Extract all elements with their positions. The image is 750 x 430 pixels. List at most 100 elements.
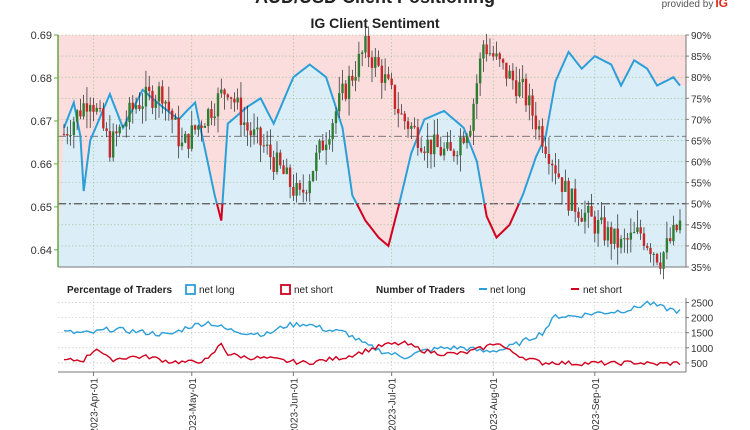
candle xyxy=(85,87,89,129)
candle xyxy=(190,110,193,152)
candle xyxy=(357,41,361,82)
candle-body xyxy=(108,131,112,158)
candle xyxy=(524,73,528,112)
candle xyxy=(141,93,144,124)
candle xyxy=(187,133,190,159)
candle xyxy=(646,243,649,251)
candle-body xyxy=(390,78,393,86)
candle-body xyxy=(249,130,252,136)
candle-body xyxy=(272,157,275,173)
candle-body xyxy=(672,224,675,242)
candle-body xyxy=(92,104,95,112)
candle-body xyxy=(485,44,488,55)
candle-body xyxy=(344,83,347,100)
candle-body xyxy=(223,89,226,95)
left-tick-label: 0.69 xyxy=(31,30,52,42)
candle-body xyxy=(128,102,131,123)
candle xyxy=(347,65,351,116)
candle xyxy=(410,122,413,139)
candle-body xyxy=(482,44,485,59)
candle xyxy=(203,123,207,128)
candle xyxy=(62,124,66,137)
provided-by-text: provided by xyxy=(661,0,714,10)
right-tick-label: 45% xyxy=(691,221,711,232)
candle xyxy=(387,66,390,81)
candle xyxy=(652,252,655,266)
x-tick-label: 2023-Jun-01 xyxy=(289,378,300,430)
candle-body xyxy=(89,104,92,112)
candle xyxy=(66,126,69,145)
candle-body xyxy=(629,232,633,240)
left-tick-label: 0.65 xyxy=(31,202,52,214)
right-tick-label: 60% xyxy=(691,158,711,169)
candle-body xyxy=(367,35,370,58)
price-sentiment-plot: 0.64 0.65 0.66 0.67 0.68 0.69 35% 40% 45% 50% 55% 6… xyxy=(31,25,711,280)
candle xyxy=(429,139,433,169)
net-long-line xyxy=(63,49,681,204)
candle xyxy=(380,59,384,99)
candle xyxy=(564,169,567,193)
candle-body xyxy=(102,108,105,129)
candle xyxy=(547,137,551,175)
candle-body xyxy=(364,35,367,53)
candle xyxy=(252,113,256,145)
legend-pct-long: net long xyxy=(199,285,235,296)
candle xyxy=(341,69,344,101)
candle-body xyxy=(82,103,85,117)
candle xyxy=(528,83,531,121)
num-short-line xyxy=(63,340,681,367)
candle-body xyxy=(524,78,528,106)
candle xyxy=(672,215,675,246)
candle-body xyxy=(439,147,443,156)
candle xyxy=(243,106,246,137)
candle-body xyxy=(551,163,554,166)
candle-body xyxy=(623,238,626,240)
candle xyxy=(154,94,157,120)
legend-num-short: net short xyxy=(583,285,622,296)
candle xyxy=(469,125,472,138)
candle xyxy=(475,74,479,120)
candle xyxy=(236,88,239,110)
candle-body xyxy=(567,180,570,211)
candle xyxy=(587,200,590,228)
candle-body xyxy=(174,117,177,120)
legend-num-long: net long xyxy=(490,285,526,296)
candle xyxy=(226,93,230,101)
candle-body xyxy=(649,247,652,255)
candle-body xyxy=(609,227,613,244)
candle-body xyxy=(528,95,531,106)
candle xyxy=(665,221,669,260)
candle-body xyxy=(190,125,193,149)
candle xyxy=(285,158,289,175)
candle-body xyxy=(557,173,560,178)
candle-body xyxy=(518,82,521,97)
candle-body xyxy=(413,125,416,128)
sub-right-tick-label: 2000 xyxy=(691,314,714,325)
candle-body xyxy=(501,59,505,63)
candle-body xyxy=(295,183,298,196)
candle xyxy=(609,221,613,260)
candle-body xyxy=(639,227,642,234)
right-tick-label: 40% xyxy=(691,242,711,253)
x-tick-label: 2023-Jul-01 xyxy=(388,378,399,430)
candle-body xyxy=(668,238,672,242)
candle-body xyxy=(616,228,619,248)
candle xyxy=(531,88,534,130)
sub-right-tick-label: 2500 xyxy=(691,299,714,310)
candle xyxy=(131,95,135,124)
candle xyxy=(311,170,315,183)
candle-body xyxy=(459,137,462,156)
legend-long-swatch xyxy=(185,284,196,295)
candle xyxy=(452,148,456,162)
candle xyxy=(338,76,341,118)
candle xyxy=(616,214,619,265)
candle xyxy=(521,65,524,99)
candle xyxy=(541,118,544,154)
candle xyxy=(436,118,439,148)
candle-body xyxy=(554,165,557,174)
candle-body xyxy=(285,167,289,174)
candle-body xyxy=(226,94,230,98)
candle xyxy=(613,228,616,250)
candle-body xyxy=(292,186,295,196)
candle xyxy=(295,172,298,203)
